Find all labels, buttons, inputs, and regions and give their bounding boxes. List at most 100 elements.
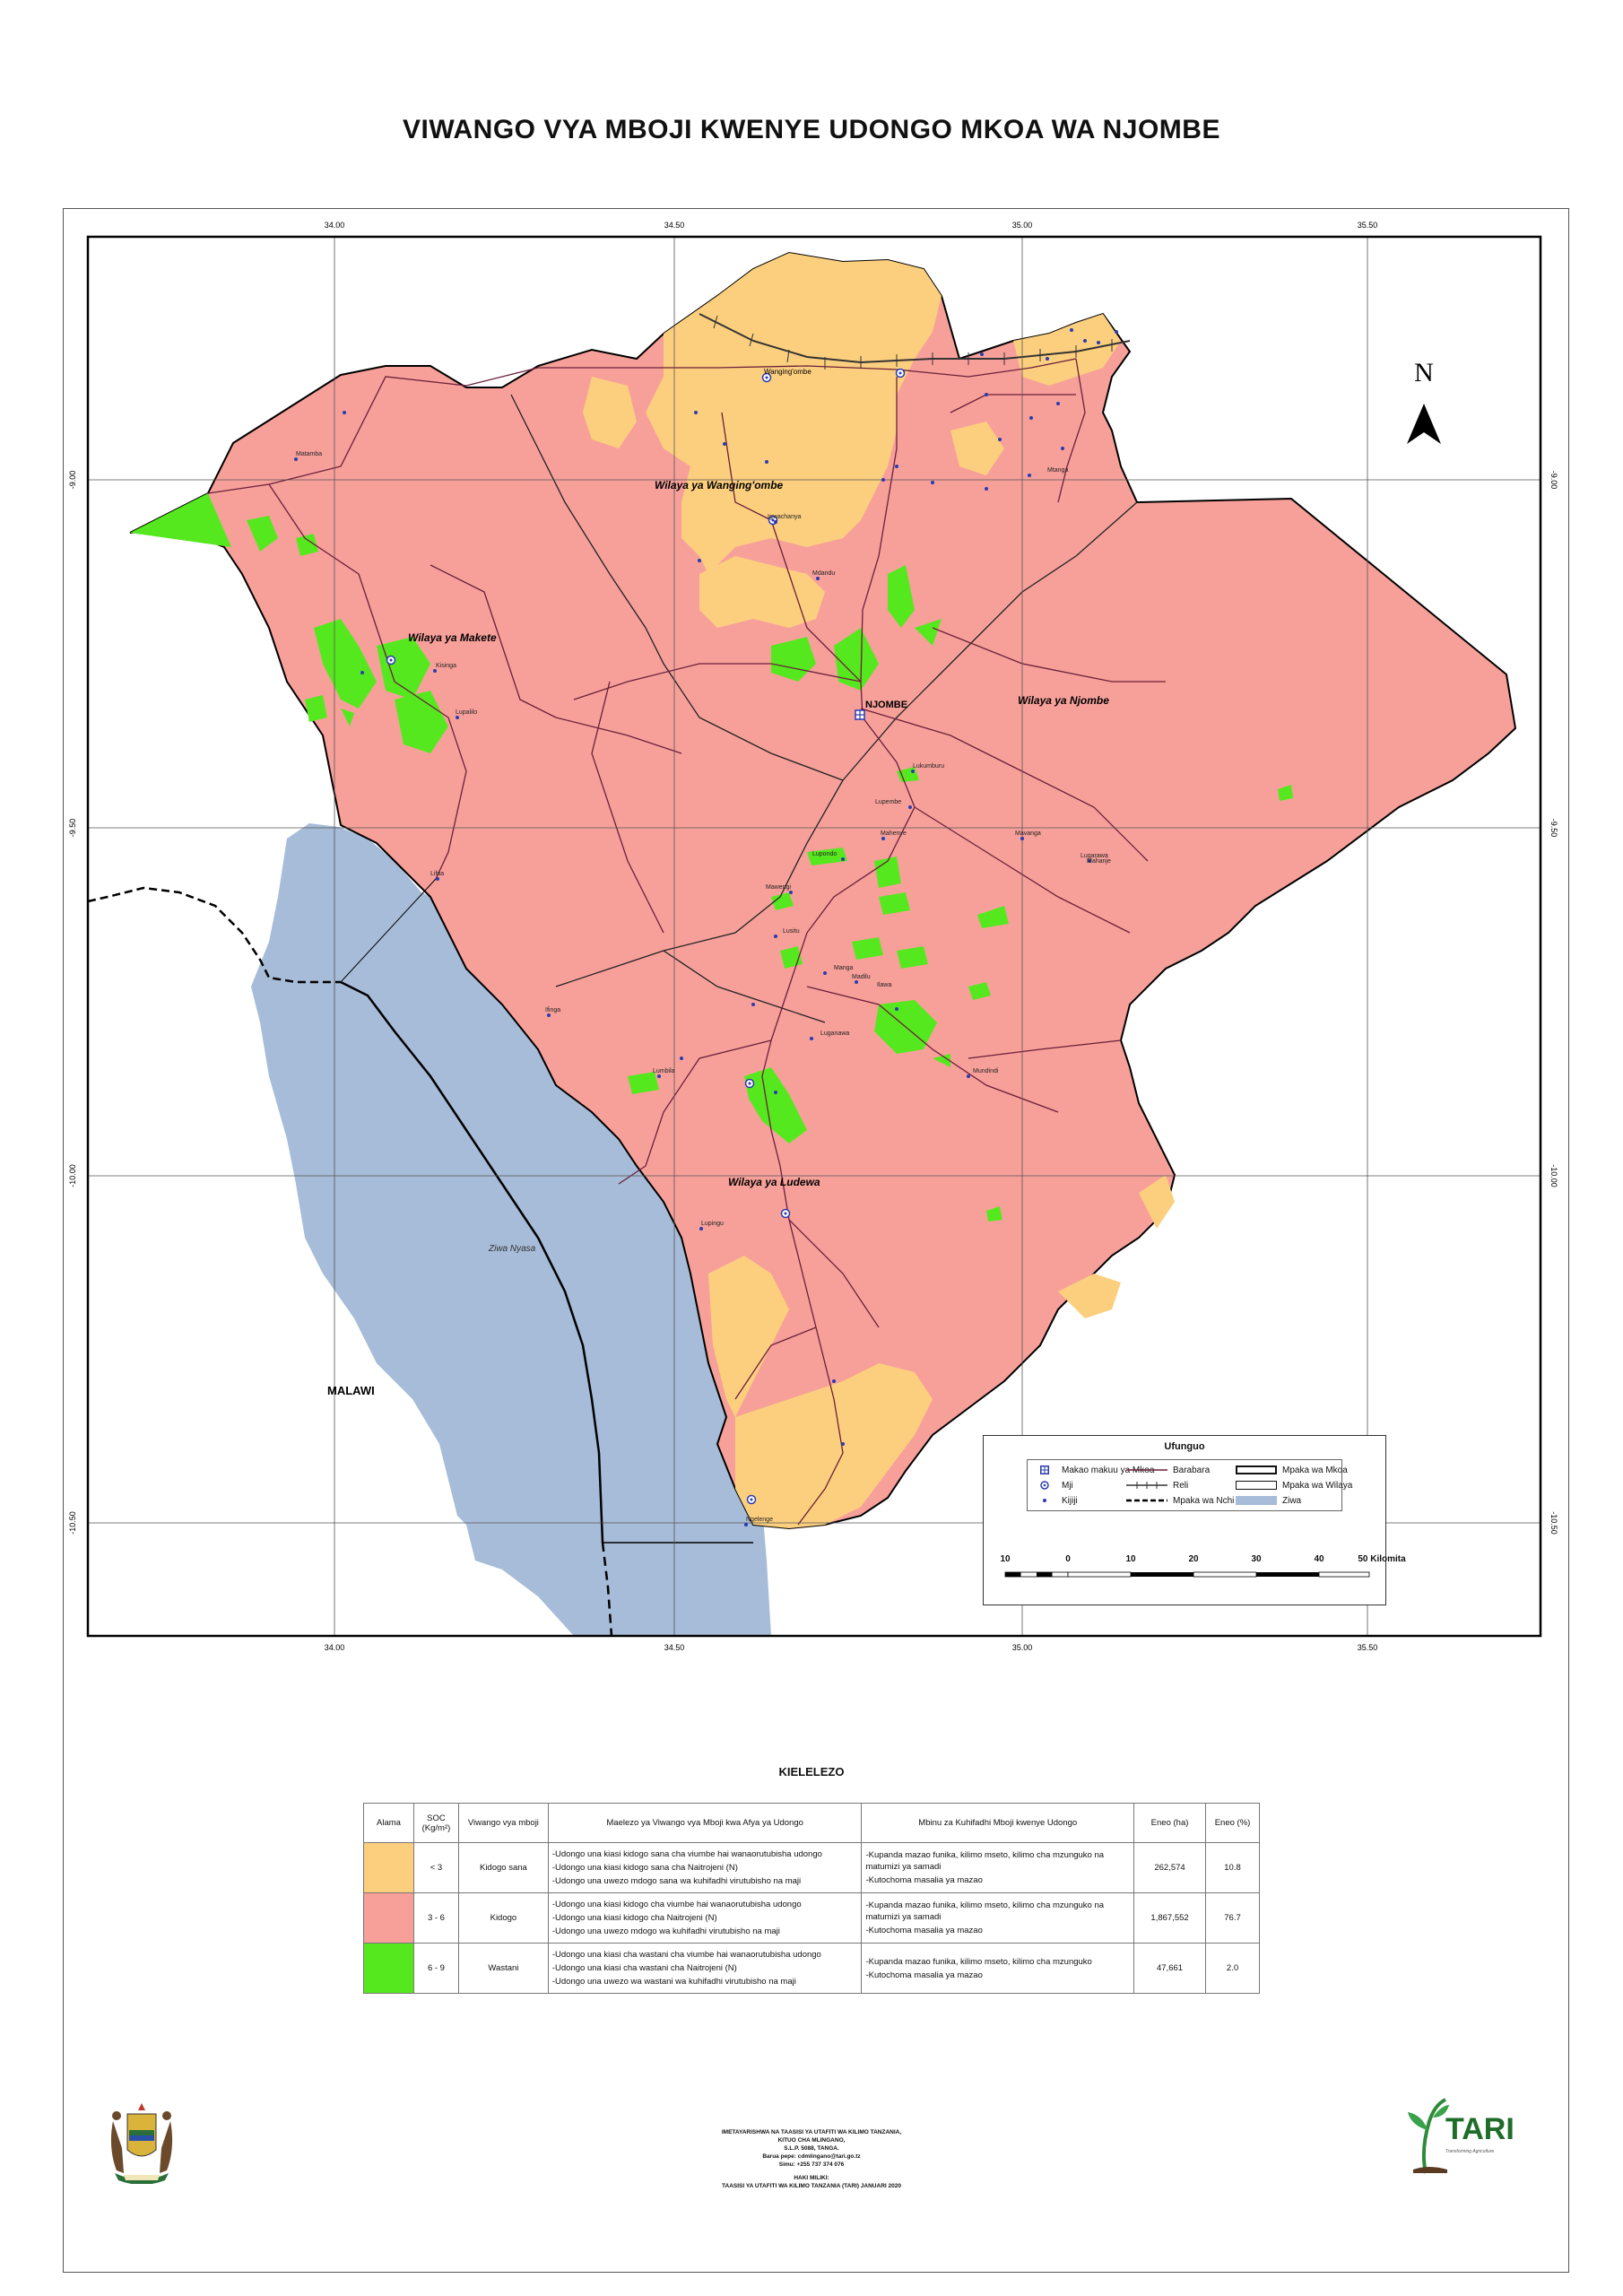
scale-label-20: 20 bbox=[1188, 1554, 1199, 1564]
village-label-matamba: Matamba bbox=[296, 451, 322, 457]
roads bbox=[207, 358, 1166, 1526]
legend-item-village: Kijiji bbox=[1031, 1494, 1078, 1507]
road-line-icon bbox=[1126, 1469, 1167, 1471]
method-line: -Kupanda mazao funika, kilimo mseto, kil… bbox=[865, 1956, 1092, 1967]
legend-label-district-boundary: Mpaka wa Wilaya bbox=[1282, 1480, 1353, 1491]
table-row: 3 - 6 Kidogo -Udongo una kiasi kidogo ch… bbox=[363, 1892, 1260, 1944]
legend-item-region-boundary: Mpaka wa Mkoa bbox=[1236, 1464, 1348, 1476]
district-label-wangingombe: Wilaya ya Wanging'ombe bbox=[655, 479, 784, 491]
village-label-luganawa: Luganawa bbox=[820, 1031, 849, 1037]
header-mbinu: Mbinu za Kuhifadhi Mboji kwenye Udongo bbox=[861, 1803, 1135, 1843]
village-label-manga: Manga bbox=[834, 965, 854, 971]
cell-area-pct: 76.7 bbox=[1205, 1892, 1260, 1944]
cell-soc: 3 - 6 bbox=[412, 1892, 459, 1944]
header-soc: SOC (Kg/m²) bbox=[412, 1803, 459, 1843]
desc-line: -Udongo una uwezo mdogo wa kuhifadhi vir… bbox=[551, 1926, 780, 1936]
coat-of-arms-icon bbox=[110, 2103, 173, 2184]
tick-top-1: 34.00 bbox=[325, 221, 345, 230]
legend-item-lake: Ziwa bbox=[1236, 1494, 1301, 1507]
cell-desc: -Udongo una kiasi kidogo sana cha viumbe… bbox=[547, 1842, 863, 1893]
village-label-mahenye: Mahenye bbox=[881, 831, 907, 837]
legend-label-town: Mji bbox=[1062, 1480, 1073, 1491]
village-label-lugarawa: Lugarawa bbox=[1081, 853, 1108, 859]
scale-label-10: 10 bbox=[1125, 1554, 1136, 1564]
lake-swatch-icon bbox=[1236, 1496, 1277, 1505]
town-manda bbox=[746, 1494, 757, 1505]
cell-area-ha: 262,574 bbox=[1133, 1842, 1207, 1893]
cell-desc: -Udongo una kiasi kidogo cha viumbe hai … bbox=[547, 1892, 863, 1944]
header-alama: Alama bbox=[363, 1803, 414, 1843]
tick-left-2: -9.50 bbox=[68, 819, 77, 838]
lake-international-boundary bbox=[340, 980, 604, 1544]
town-wangingombe bbox=[761, 372, 772, 383]
village-label-mdandu: Mdandu bbox=[812, 570, 835, 577]
north-arrow-label: N bbox=[1414, 358, 1434, 387]
soc-wastani-areas bbox=[130, 493, 1293, 1222]
sheet-frame bbox=[63, 208, 1569, 2273]
village-label-lifua: Lifua bbox=[430, 871, 444, 877]
town-icon bbox=[1031, 1481, 1058, 1490]
village-label-igwachanya: Igwachanya bbox=[768, 514, 801, 520]
footer-line: S.L.P. 5088, TANGA. bbox=[784, 2145, 839, 2152]
soc-kidogo-sana-areas bbox=[583, 253, 1175, 1528]
method-line: -Kutochoma masalia ya mazao bbox=[865, 1926, 983, 1935]
village-label-lukumburu: Lukumburu bbox=[913, 763, 944, 770]
regional-hq-symbol bbox=[855, 709, 865, 720]
header-maelezo: Maelezo ya Viwango vya Mboji kwa Afya ya… bbox=[547, 1803, 863, 1843]
railway-ticks bbox=[713, 315, 1113, 370]
footer-rights-line: HAKI MILIKI: bbox=[794, 2175, 829, 2181]
scale-label-40: 40 bbox=[1314, 1554, 1324, 1564]
tari-logo-icon bbox=[1408, 2098, 1449, 2174]
cell-methods: -Kupanda mazao funika, kilimo mseto, kil… bbox=[861, 1842, 1135, 1893]
scale-label-30: 30 bbox=[1251, 1554, 1262, 1564]
legend-label-road: Barabara bbox=[1173, 1465, 1211, 1475]
map-title: VIWANGO VYA MBOJI KWENYE UDONGO MKOA WA … bbox=[403, 115, 1220, 144]
village-label-lupondo: Lupondo bbox=[812, 851, 837, 857]
town-makambako bbox=[895, 368, 906, 378]
village-label-ifinga: Ifinga bbox=[545, 1007, 560, 1013]
village-label-mundindi: Mundindi bbox=[973, 1068, 999, 1074]
village-label-ngelenge: Ngelenge bbox=[746, 1517, 773, 1523]
cell-desc: -Udongo una kiasi cha wastani cha viumbe… bbox=[547, 1943, 863, 1994]
district-label-makete: Wilaya ya Makete bbox=[408, 631, 497, 644]
desc-line: -Udongo una kiasi cha wastani cha viumbe… bbox=[551, 1950, 821, 1960]
map-canvas: 34.00 34.50 35.00 35.50 34.00 34.50 35.0… bbox=[68, 221, 1558, 1650]
town-mlangali bbox=[744, 1078, 755, 1089]
railway-line-icon bbox=[1126, 1482, 1167, 1489]
legend-label-intl-boundary: Mpaka wa Nchi bbox=[1173, 1495, 1235, 1506]
tick-top-4: 35.50 bbox=[1358, 221, 1378, 230]
cell-soc: 6 - 9 bbox=[412, 1943, 459, 1994]
village-label-kisinga: Kisinga bbox=[436, 663, 456, 669]
region-boundary-icon bbox=[1236, 1465, 1277, 1474]
international-boundary bbox=[87, 886, 341, 984]
legend-item-district-boundary: Mpaka wa Wilaya bbox=[1236, 1479, 1352, 1492]
scale-label-0: 0 bbox=[1065, 1554, 1071, 1564]
header-viwango: Viwango vya mboji bbox=[457, 1803, 549, 1843]
tick-bottom-4: 35.50 bbox=[1358, 1643, 1378, 1650]
tick-right-1: -9.00 bbox=[1549, 471, 1558, 490]
cell-soc: < 3 bbox=[412, 1842, 459, 1893]
tick-left-4: -10.50 bbox=[68, 1511, 77, 1535]
tick-left-3: -10.00 bbox=[68, 1164, 77, 1187]
legend-label-lake: Ziwa bbox=[1282, 1495, 1302, 1506]
legend-inner-box: Makao makuu ya Mkoa Mji Kijiji Barabara … bbox=[1027, 1459, 1352, 1511]
regional-hq-label: NJOMBE bbox=[865, 700, 907, 710]
desc-line: -Udongo una kiasi kidogo cha viumbe hai … bbox=[551, 1900, 802, 1909]
lake-nyasa bbox=[251, 823, 771, 1636]
footer-rights-line: TAASISI YA UTAFITI WA KILIMO TANZANIA (T… bbox=[722, 2183, 901, 2189]
footer-line: Simu: +255 737 374 076 bbox=[778, 2161, 845, 2168]
method-line: -Kupanda mazao funika, kilimo mseto, kil… bbox=[865, 1900, 1105, 1922]
legend-title: Ufunguo bbox=[1164, 1441, 1205, 1452]
footer-text: IMETAYARISHWA NA TAASISI YA UTAFITI WA K… bbox=[587, 2128, 1036, 2190]
village-icon bbox=[1031, 1498, 1058, 1503]
district-label-ludewa: Wilaya ya Ludewa bbox=[728, 1176, 820, 1188]
country-label-malawi: MALAWI bbox=[327, 1384, 375, 1397]
village-label-lusitu: Lusitu bbox=[783, 928, 800, 935]
cell-level: Kidogo bbox=[457, 1892, 549, 1944]
scale-bar-labels: 10 0 10 20 30 40 50 Kilomita bbox=[984, 1554, 1405, 1567]
tick-top-3: 35.00 bbox=[1012, 221, 1033, 230]
tari-logo-text: TARI bbox=[1445, 2112, 1515, 2146]
legend-label-region-boundary: Mpaka wa Mkoa bbox=[1282, 1465, 1348, 1475]
village-label-mtanga: Mtanga bbox=[1047, 467, 1068, 474]
cell-area-pct: 10.8 bbox=[1205, 1842, 1260, 1893]
